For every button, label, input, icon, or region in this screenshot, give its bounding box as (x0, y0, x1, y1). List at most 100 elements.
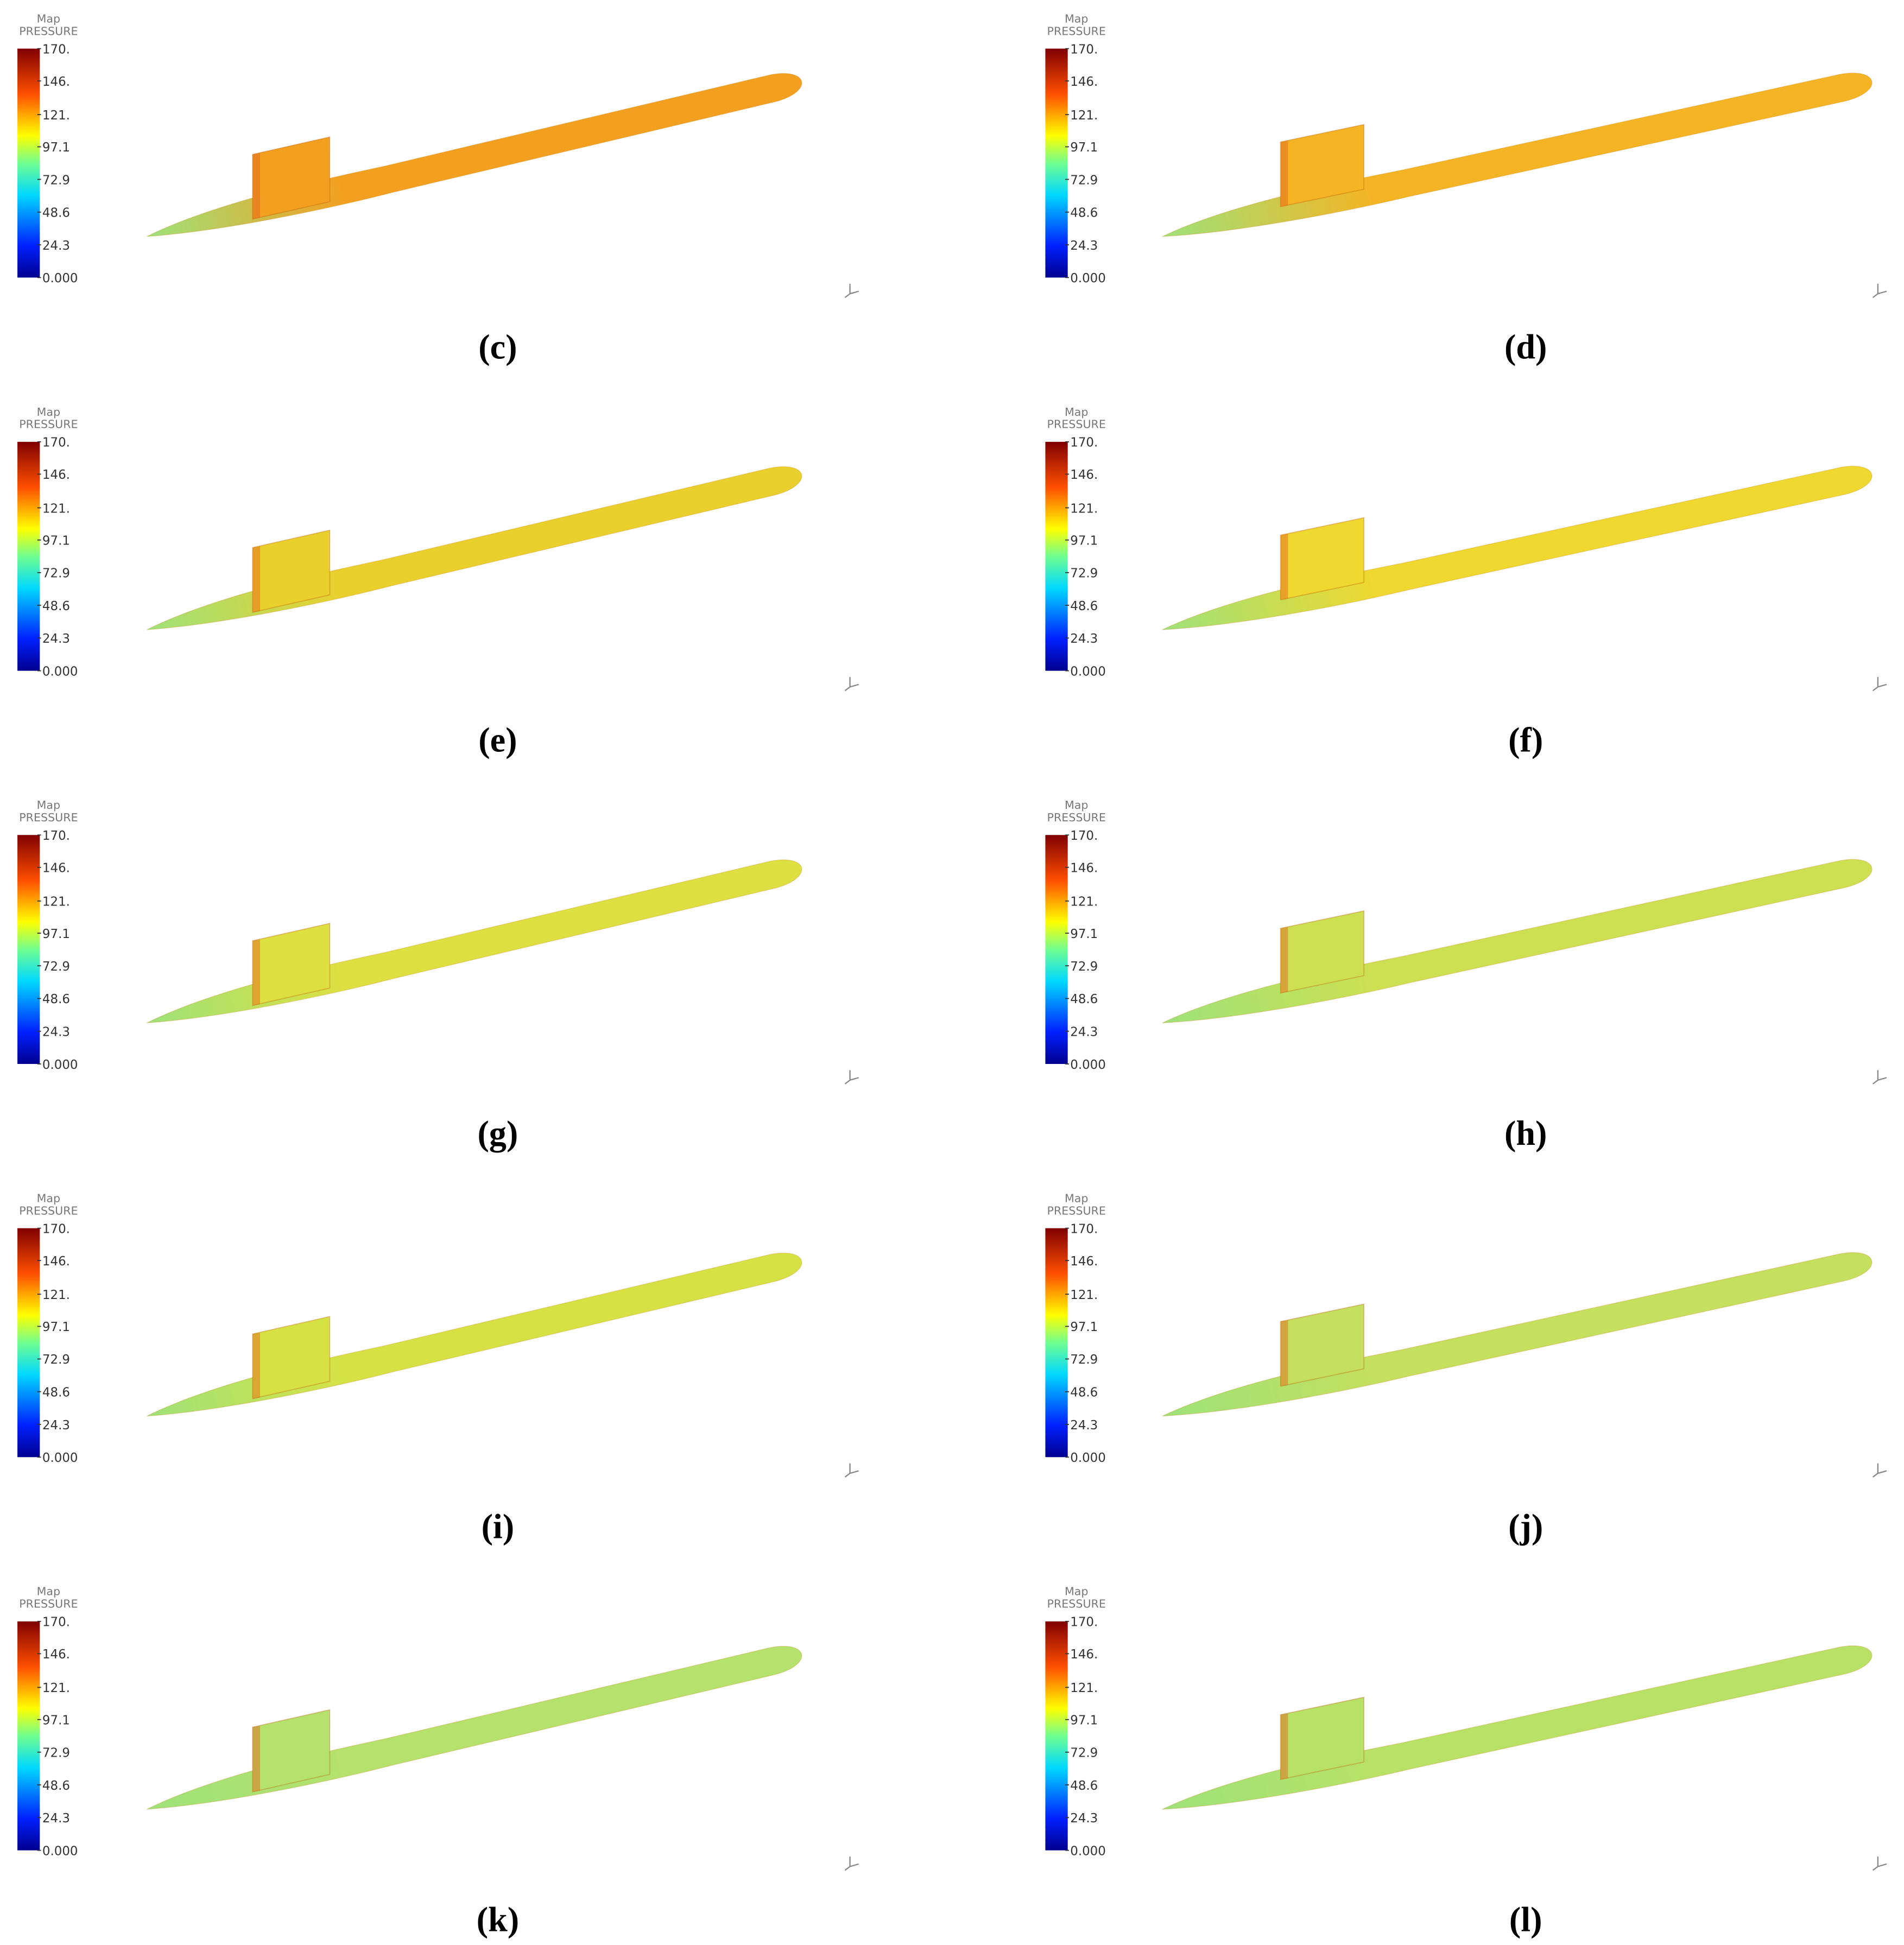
colorbar-title: Map (37, 12, 60, 25)
colorbar-tick-label: 72.9 (42, 960, 70, 974)
colorbar-tick-label: 121. (42, 1288, 70, 1302)
colorbar (17, 48, 40, 278)
hull-body (147, 466, 802, 630)
colorbar-tick-label: 170. (42, 1615, 70, 1630)
colorbar-tick-label: 24.3 (1070, 1418, 1098, 1433)
colorbar-tick-label: 24.3 (1070, 239, 1098, 253)
colorbar-tick-label: 170. (42, 436, 70, 450)
caption: (i) (482, 1507, 515, 1545)
caption: (l) (1509, 1900, 1542, 1939)
colorbar-tick-label: 170. (42, 829, 70, 843)
colorbar-tick-label: 121. (42, 895, 70, 909)
colorbar-title: Map (1065, 799, 1089, 812)
colorbar-tick-label: 24.3 (42, 239, 70, 253)
colorbar-tick-label: 0.000 (1070, 664, 1106, 679)
hull (1162, 72, 1873, 237)
hull (147, 73, 802, 237)
colorbar-tick-label: 24.3 (1070, 632, 1098, 646)
colorbar-tick-label: 146. (1070, 75, 1098, 89)
colorbar-tick-label: 121. (42, 502, 70, 516)
colorbar-tick-label: 170. (42, 1222, 70, 1236)
hull (147, 1252, 802, 1417)
colorbar-title: Map (37, 1192, 60, 1205)
colorbar-tick-label: 170. (42, 42, 70, 56)
colorbar-tick-label: 0.000 (1070, 271, 1106, 286)
colorbar-tick-label: 24.3 (1070, 1025, 1098, 1039)
colorbar-title: Map (1065, 1585, 1089, 1598)
axis-glyph (844, 1463, 859, 1478)
sail-front (252, 546, 261, 612)
caption: (h) (1504, 1114, 1547, 1152)
colorbar-tick-label: 170. (1070, 1615, 1098, 1630)
colorbar-tick-label: 146. (1070, 1648, 1098, 1662)
colorbar-tick-label: 24.3 (42, 632, 70, 646)
hull (1162, 1645, 1873, 1810)
colorbar (17, 835, 40, 1064)
colorbar-tick-label: 121. (42, 1681, 70, 1695)
colorbar-tick-label: 48.6 (42, 1779, 70, 1793)
sail-front (1280, 1320, 1288, 1386)
colorbar-tick-label: 97.1 (42, 534, 70, 548)
hull (1162, 1252, 1873, 1417)
colorbar-subtitle: PRESSURE (19, 24, 78, 37)
colorbar-tick-label: 0.000 (1070, 1844, 1106, 1858)
colorbar-tick-label: 24.3 (42, 1025, 70, 1039)
colorbar-tick-label: 121. (42, 109, 70, 123)
colorbar-tick-label: 72.9 (42, 567, 70, 581)
axis-glyph (844, 1857, 859, 1871)
colorbar-tick-label: 170. (1070, 1222, 1098, 1236)
colorbar-tick-label: 170. (1070, 829, 1098, 843)
colorbar-subtitle: PRESSURE (19, 1598, 78, 1611)
colorbar-title: Map (1065, 12, 1089, 25)
colorbar-tick-label: 48.6 (1070, 1779, 1098, 1793)
colorbar-tick-label: 146. (1070, 1255, 1098, 1269)
colorbar (17, 1228, 40, 1458)
axis-glyph (1873, 1857, 1887, 1871)
colorbar-tick-label: 146. (1070, 861, 1098, 876)
colorbar-tick-label: 24.3 (42, 1811, 70, 1826)
hull-body (147, 73, 802, 237)
colorbar-tick-label: 48.6 (42, 206, 70, 220)
colorbar (1045, 48, 1068, 278)
caption: (j) (1508, 1507, 1543, 1545)
hull-body (147, 1645, 802, 1810)
colorbar-tick-label: 72.9 (42, 1353, 70, 1367)
colorbar-tick-label: 121. (1070, 502, 1098, 516)
sail-front (252, 153, 261, 219)
colorbar-title: Map (37, 799, 60, 812)
hull (147, 466, 802, 630)
colorbar-subtitle: PRESSURE (19, 811, 78, 824)
caption: (f) (1508, 721, 1543, 759)
colorbar-tick-label: 146. (42, 1648, 70, 1662)
sail-front (1280, 1713, 1288, 1779)
colorbar-tick-label: 146. (42, 468, 70, 482)
colorbar-tick-label: 0.000 (42, 664, 78, 679)
colorbar (1045, 1621, 1068, 1851)
colorbar-tick-label: 97.1 (1070, 1714, 1098, 1728)
colorbar-tick-label: 48.6 (42, 599, 70, 613)
sail-front (1280, 534, 1288, 600)
colorbar (17, 1621, 40, 1851)
colorbar-subtitle: PRESSURE (19, 418, 78, 431)
colorbar-tick-label: 97.1 (42, 927, 70, 941)
axis-glyph (1873, 1463, 1887, 1478)
colorbar-tick-label: 0.000 (1070, 1058, 1106, 1072)
colorbar-tick-label: 0.000 (42, 1058, 78, 1072)
colorbar-tick-label: 48.6 (42, 992, 70, 1006)
axis-glyph (1873, 677, 1887, 692)
colorbar-tick-label: 72.9 (1070, 960, 1098, 974)
sail-front (1280, 141, 1288, 207)
caption: (g) (477, 1114, 518, 1152)
colorbar-tick-label: 48.6 (1070, 206, 1098, 220)
colorbar (1045, 835, 1068, 1064)
colorbar-tick-label: 97.1 (1070, 927, 1098, 941)
caption: (c) (478, 327, 517, 366)
axis-glyph (1873, 1070, 1887, 1085)
hull (147, 859, 802, 1024)
